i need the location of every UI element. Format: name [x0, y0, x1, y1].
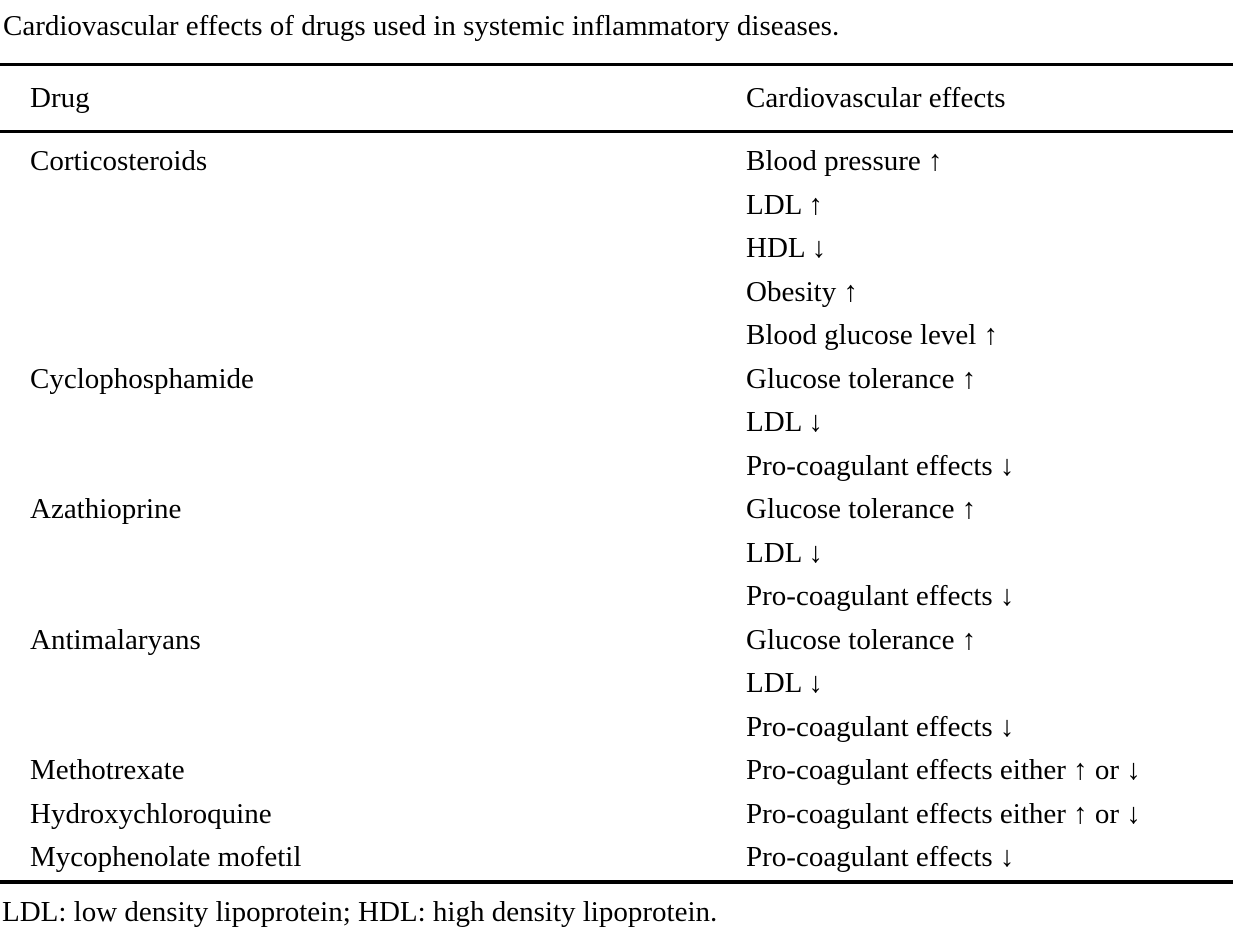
- drug-cell: Methotrexate: [30, 754, 185, 786]
- effect-line: Pro-coagulant effects either ↑ or ↓: [746, 797, 1141, 830]
- effect-line: HDL ↓: [746, 232, 827, 264]
- effect-line: Glucose tolerance ↑: [746, 623, 977, 656]
- table-title: Cardiovascular effects of drugs used in …: [3, 10, 840, 42]
- table-row: Hydroxychloroquine Pro-coagulant effects …: [0, 793, 1233, 837]
- effect-line: Pro-coagulant effects ↓: [746, 449, 1015, 482]
- effects-table: Drug Cardiovascular effects Corticostero…: [0, 63, 1233, 884]
- drug-cell: Hydroxychloroquine: [30, 797, 272, 830]
- table-footnote: LDL: low density lipoprotein; HDL: high …: [2, 895, 718, 928]
- effects-cell: Pro-coagulant effects either ↑ or ↓: [746, 793, 1233, 837]
- table-header: Drug Cardiovascular effects: [0, 64, 1233, 133]
- table-body: Corticosteroids Blood pressure ↑ LDL ↑ HDL …: [0, 132, 1233, 882]
- effect-line: Glucose tolerance ↑: [746, 493, 977, 525]
- table-row: Mycophenolate mofetil Pro-coagulant effec…: [0, 836, 1233, 882]
- effect-line: Blood pressure ↑: [746, 145, 943, 177]
- effect-line: Pro-coagulant effects ↓: [746, 580, 1015, 612]
- effects-cell: Blood pressure ↑ LDL ↑ HDL ↓ Obesity ↑ Blood…: [746, 132, 1233, 358]
- effect-line: Blood glucose level ↑: [746, 319, 999, 351]
- table-row: Corticosteroids Blood pressure ↑ LDL ↑ HDL …: [0, 132, 1233, 358]
- effects-cell: Glucose tolerance ↑ LDL ↓ Pro-coagulant ef…: [746, 488, 1233, 619]
- drug-cell: Cyclophosphamide: [30, 362, 254, 395]
- effect-line: LDL ↑: [746, 188, 824, 221]
- drug-cell: Corticosteroids: [30, 145, 208, 177]
- effects-cell: Glucose tolerance ↑ LDL ↓ Pro-coagulant ef…: [746, 358, 1233, 489]
- header-row: Drug Cardiovascular effects: [0, 64, 1233, 133]
- effect-line: LDL ↓: [746, 406, 824, 438]
- table-row: Cyclophosphamide Glucose tolerance ↑ LDL ↓…: [0, 358, 1233, 489]
- table-row: Antimalaryans Glucose tolerance ↑ LDL ↓ Pro…: [0, 619, 1233, 750]
- effect-line: Pro-coagulant effects either ↑ or ↓: [746, 754, 1141, 786]
- effect-line: LDL ↓: [746, 536, 824, 569]
- effect-line: Obesity ↑: [746, 275, 858, 308]
- column-header-drug: Drug: [0, 64, 746, 133]
- drug-cell: Azathioprine: [30, 493, 182, 525]
- effect-line: Pro-coagulant effects ↓: [746, 710, 1015, 743]
- table-row: Methotrexate Pro-coagulant effects either…: [0, 749, 1233, 793]
- effect-line: Pro-coagulant effects ↓: [746, 841, 1015, 873]
- effects-cell: Pro-coagulant effects ↓: [746, 836, 1233, 882]
- effects-cell: Glucose tolerance ↑ LDL ↓ Pro-coagulant ef…: [746, 619, 1233, 750]
- effect-line: Glucose tolerance ↑: [746, 362, 977, 395]
- effect-line: LDL ↓: [746, 667, 824, 699]
- table-row: Azathioprine Glucose tolerance ↑ LDL ↓ Pro-…: [0, 488, 1233, 619]
- drug-cell: Antimalaryans: [30, 623, 201, 656]
- column-header-cardiovascular-effects: Cardiovascular effects: [746, 64, 1233, 133]
- effects-cell: Pro-coagulant effects either ↑ or ↓: [746, 749, 1233, 793]
- drug-cell: Mycophenolate mofetil: [30, 841, 302, 873]
